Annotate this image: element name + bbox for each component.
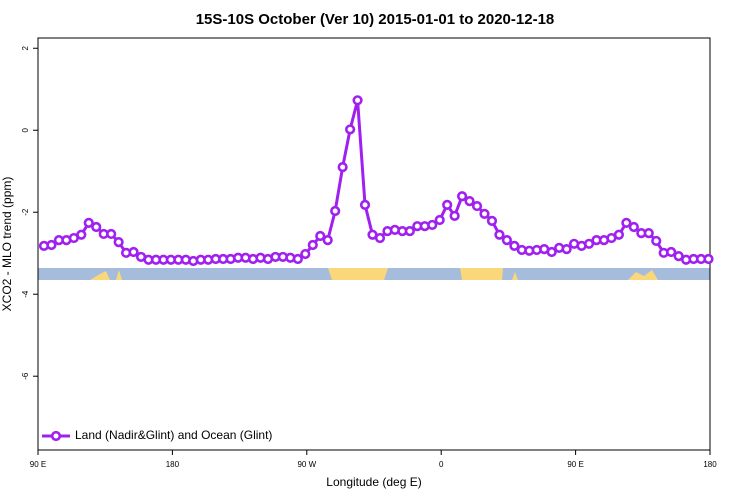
point [113,237,124,248]
legend-label: Land (Nadir&Glint) and Ocean (Glint) [75,428,272,442]
point [106,228,117,240]
plot-frame [37,37,711,451]
point [76,229,87,240]
point [583,238,595,249]
point [666,246,677,258]
land-band [116,270,122,280]
point [471,200,483,212]
chart-title: 15S-10S October (Ver 10) 2015-01-01 to 2… [196,11,555,28]
land-band [512,272,518,280]
point [300,248,311,260]
point [703,253,714,265]
point [427,219,438,231]
land-band [328,268,388,280]
point [628,221,639,233]
y-axis-label: XCO2 - MLO trend (ppm) [0,177,14,312]
land-band [90,271,110,280]
point [434,214,445,226]
point [621,217,632,228]
point [46,239,57,251]
y-tick-label: -6 [21,372,30,380]
legend-marker [50,430,62,442]
point [337,162,348,173]
point [457,191,468,202]
point [449,210,460,222]
point [546,246,557,258]
point [404,225,415,237]
point [345,124,356,135]
x-tick-label: 180 [166,460,180,469]
point [359,199,371,210]
point [442,199,453,210]
x-tick-label: 90 W [297,460,316,469]
x-tick-label: 180 [703,460,717,469]
point [479,208,490,219]
point [509,240,520,251]
point [464,196,475,207]
point [322,235,333,246]
y-tick-label: -4 [21,290,30,298]
surface-band [38,268,710,280]
y-tick-label: -2 [21,208,30,216]
point [292,253,303,265]
point [374,232,386,244]
point [494,229,505,240]
x-tick-label: 0 [439,460,444,469]
x-axis-label: Longitude (deg E) [326,475,421,489]
y-tick-label: 2 [21,45,30,50]
point [83,217,94,228]
y-tick-label: 0 [21,127,30,132]
point [91,221,102,233]
x-tick-label: 90 E [567,460,583,469]
point [673,250,684,262]
point [651,235,662,247]
point [613,229,625,240]
point [315,230,326,242]
point [643,228,654,239]
point [128,246,139,258]
point [486,215,498,226]
land-band [460,268,503,280]
point [307,239,318,251]
x-tick-label: 90 E [30,460,46,469]
point [561,244,572,255]
point [330,205,341,217]
point [352,95,363,106]
land-band [628,270,658,280]
point [501,235,513,246]
